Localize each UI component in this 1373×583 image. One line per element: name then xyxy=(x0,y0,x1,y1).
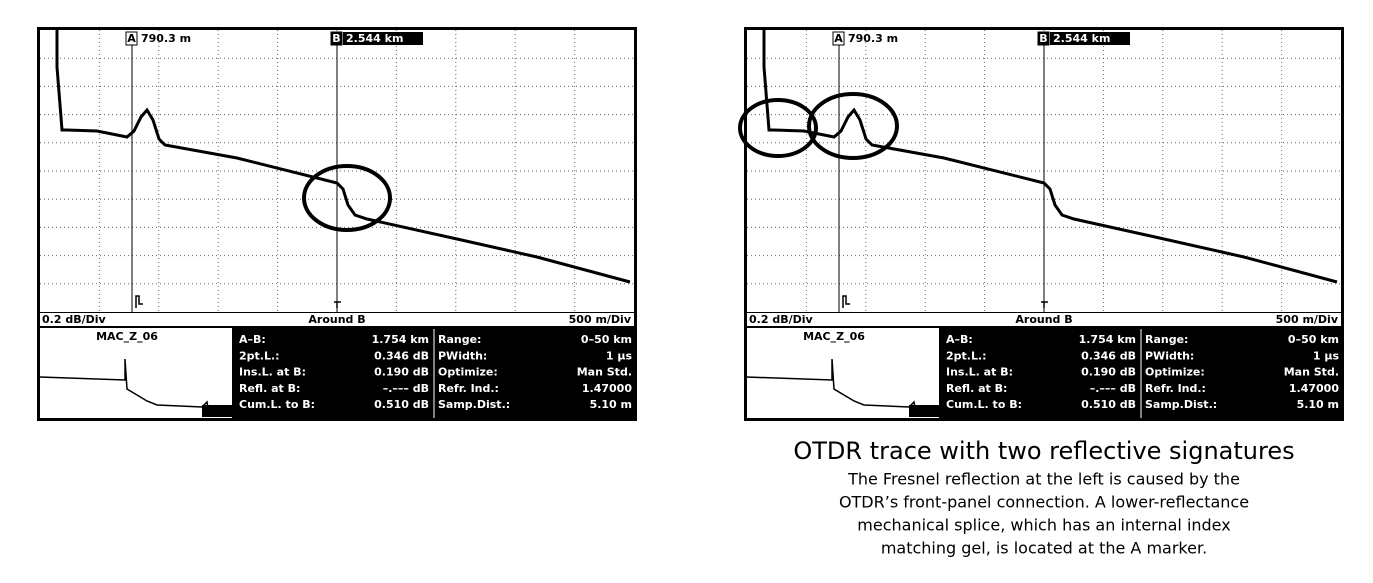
table-cell: Optimize: xyxy=(1145,366,1205,379)
marker-value-bg xyxy=(1050,32,1130,45)
table-cell: 0.190 dB xyxy=(1081,366,1136,379)
table-cell: Samp.Dist.: xyxy=(438,398,510,411)
highlight-circle xyxy=(302,164,392,232)
table-cell: 0.510 dB xyxy=(1081,398,1136,411)
marker-glyph xyxy=(334,301,341,308)
table-cell: Optimize: xyxy=(438,366,498,379)
table-cell: Refr. Ind.: xyxy=(438,382,499,395)
table-cell: 2pt.L.: xyxy=(946,349,987,362)
marker-value: 790.3 m xyxy=(848,32,898,45)
table-cell: Ins.L. at B: xyxy=(239,366,306,379)
marker-letter: A xyxy=(127,32,136,45)
table-cell: Cum.L. to B: xyxy=(239,398,315,411)
table-cell: Refl. at B: xyxy=(946,382,1007,395)
marker-value: 790.3 m xyxy=(141,32,191,45)
mini-noise xyxy=(202,405,232,417)
mini-box xyxy=(40,328,232,418)
status-left: 0.2 dB/Div xyxy=(749,313,813,326)
marker-box xyxy=(125,31,138,46)
marker-letter: B xyxy=(1039,32,1047,45)
highlight-circle xyxy=(738,98,818,158)
table-cell: 0.346 dB xyxy=(374,349,429,362)
otdr-screen: A 790.3 m B 2.544 km 0.2 dB/Div Around B 500 m… xyxy=(738,27,1344,421)
mini-box xyxy=(747,328,939,418)
table-cell: Refl. at B: xyxy=(239,382,300,395)
marker-value-bg xyxy=(343,32,423,45)
table-cell: –.––– dB xyxy=(383,382,429,395)
table-cell: Samp.Dist.: xyxy=(1145,398,1217,411)
marker-box xyxy=(330,31,343,46)
table-cell: Man Std. xyxy=(1284,366,1339,379)
mini-noise xyxy=(909,405,939,417)
status-center: Around B xyxy=(308,313,365,326)
status-bar xyxy=(40,313,634,326)
caption-line: The Fresnel reflection at the left is ca… xyxy=(847,470,1240,489)
trace-name: MAC_Z_06 xyxy=(96,330,158,343)
marker-glyph xyxy=(842,295,850,308)
marker-letter: A xyxy=(834,32,843,45)
table-cell: 1.47000 xyxy=(582,382,632,395)
table-cell: 0.190 dB xyxy=(374,366,429,379)
table-cell: 0.510 dB xyxy=(374,398,429,411)
caption-line: matching gel, is located at the A marker… xyxy=(881,539,1207,558)
marker-value: 2.544 km xyxy=(346,32,403,45)
table-cell: Refr. Ind.: xyxy=(1145,382,1206,395)
table-cell: 2pt.L.: xyxy=(239,349,280,362)
caption-line: mechanical splice, which has an internal… xyxy=(857,516,1230,535)
table-cell: 0.346 dB xyxy=(1081,349,1136,362)
table-cell: A–B: xyxy=(946,333,973,346)
trace xyxy=(762,27,1338,284)
status-right: 500 m/Div xyxy=(569,313,632,326)
marker-value: 2.544 km xyxy=(1053,32,1110,45)
table-cell: 1.47000 xyxy=(1289,382,1339,395)
marker-letter: B xyxy=(332,32,340,45)
marker-glyph xyxy=(135,295,143,308)
table-cell: 1 μs xyxy=(606,349,633,362)
caption-line: OTDR’s front-panel connection. A lower-r… xyxy=(839,493,1249,512)
marker-glyph xyxy=(1041,301,1048,308)
table-cell: PWidth: xyxy=(1145,349,1194,362)
table-cell: A–B: xyxy=(239,333,266,346)
table-cell: Range: xyxy=(438,333,481,346)
trace-name: MAC_Z_06 xyxy=(803,330,865,343)
status-right: 500 m/Div xyxy=(1276,313,1339,326)
table-cell: –.––– dB xyxy=(1090,382,1136,395)
table-cell: Range: xyxy=(1145,333,1188,346)
highlight-circle xyxy=(807,92,899,160)
table-cell: Man Std. xyxy=(577,366,632,379)
marker-box xyxy=(832,31,845,46)
table-cell: 1.754 km xyxy=(372,333,429,346)
table-cell: 1.754 km xyxy=(1079,333,1136,346)
table-cell: Ins.L. at B: xyxy=(946,366,1013,379)
trace xyxy=(55,27,631,284)
status-bar xyxy=(747,313,1341,326)
table-cell: PWidth: xyxy=(438,349,487,362)
marker-box xyxy=(1037,31,1050,46)
table-cell: 0–50 km xyxy=(581,333,632,346)
table-cell: 1 μs xyxy=(1313,349,1340,362)
status-left: 0.2 dB/Div xyxy=(42,313,106,326)
otdr-screen: A 790.3 m B 2.544 km 0.2 dB/Div Around B 500 m… xyxy=(37,27,637,421)
caption-title: OTDR trace with two reflective signature… xyxy=(793,437,1294,465)
table-cell: 5.10 m xyxy=(590,398,632,411)
table-cell: 0–50 km xyxy=(1288,333,1339,346)
table-cell: Cum.L. to B: xyxy=(946,398,1022,411)
table-cell: 5.10 m xyxy=(1297,398,1339,411)
status-center: Around B xyxy=(1015,313,1072,326)
